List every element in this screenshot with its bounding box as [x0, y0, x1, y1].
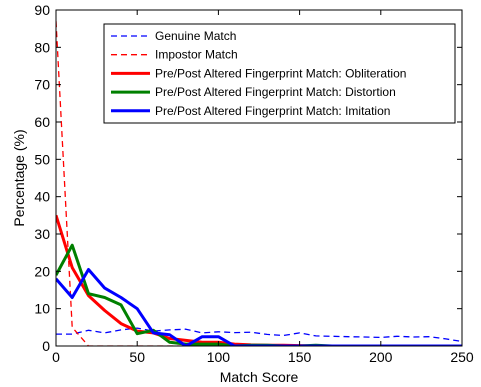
- x-tick-label: 150: [288, 349, 312, 365]
- legend-label-2: Pre/Post Altered Fingerprint Match: Obli…: [155, 66, 406, 80]
- x-tick-label: 250: [450, 349, 474, 365]
- y-tick-label: 50: [34, 151, 50, 167]
- y-tick-label: 30: [34, 226, 50, 242]
- y-tick-label: 10: [34, 301, 50, 317]
- legend-box: [103, 23, 456, 124]
- x-tick-label: 50: [129, 349, 145, 365]
- legend: Genuine Match Impostor Match Pre/Post Alte…: [103, 23, 456, 124]
- x-tick-label: 100: [207, 349, 231, 365]
- plot-frame: [55, 9, 463, 347]
- series-line-4: [56, 268, 462, 346]
- y-tick-label: 70: [34, 77, 50, 93]
- x-tick-label: 200: [369, 349, 393, 365]
- legend-label-4: Pre/Post Altered Fingerprint Match: Imit…: [155, 104, 390, 118]
- series-line-0: [56, 327, 462, 343]
- x-tick-label: 0: [52, 349, 60, 365]
- y-tick-label: 60: [34, 114, 50, 130]
- legend-label-1: Impostor Match: [155, 48, 238, 62]
- y-axis-label: Percentage (%): [11, 129, 27, 226]
- axis-ticks: 0 50 100 150 200 250 0 10 20 30 40 50 60 70 80 90: [34, 2, 473, 365]
- series-line-2: [56, 214, 462, 346]
- y-tick-label: 40: [34, 189, 50, 205]
- legend-label-3: Pre/Post Altered Fingerprint Match: Dist…: [155, 85, 396, 99]
- legend-label-0: Genuine Match: [155, 29, 236, 43]
- plot-lines: [56, 21, 462, 346]
- y-tick-label: 80: [34, 39, 50, 55]
- x-axis-label: Match Score: [220, 369, 299, 385]
- y-tick-label: 20: [34, 263, 50, 279]
- y-tick-label: 0: [42, 338, 50, 354]
- y-tick-label: 90: [34, 2, 50, 18]
